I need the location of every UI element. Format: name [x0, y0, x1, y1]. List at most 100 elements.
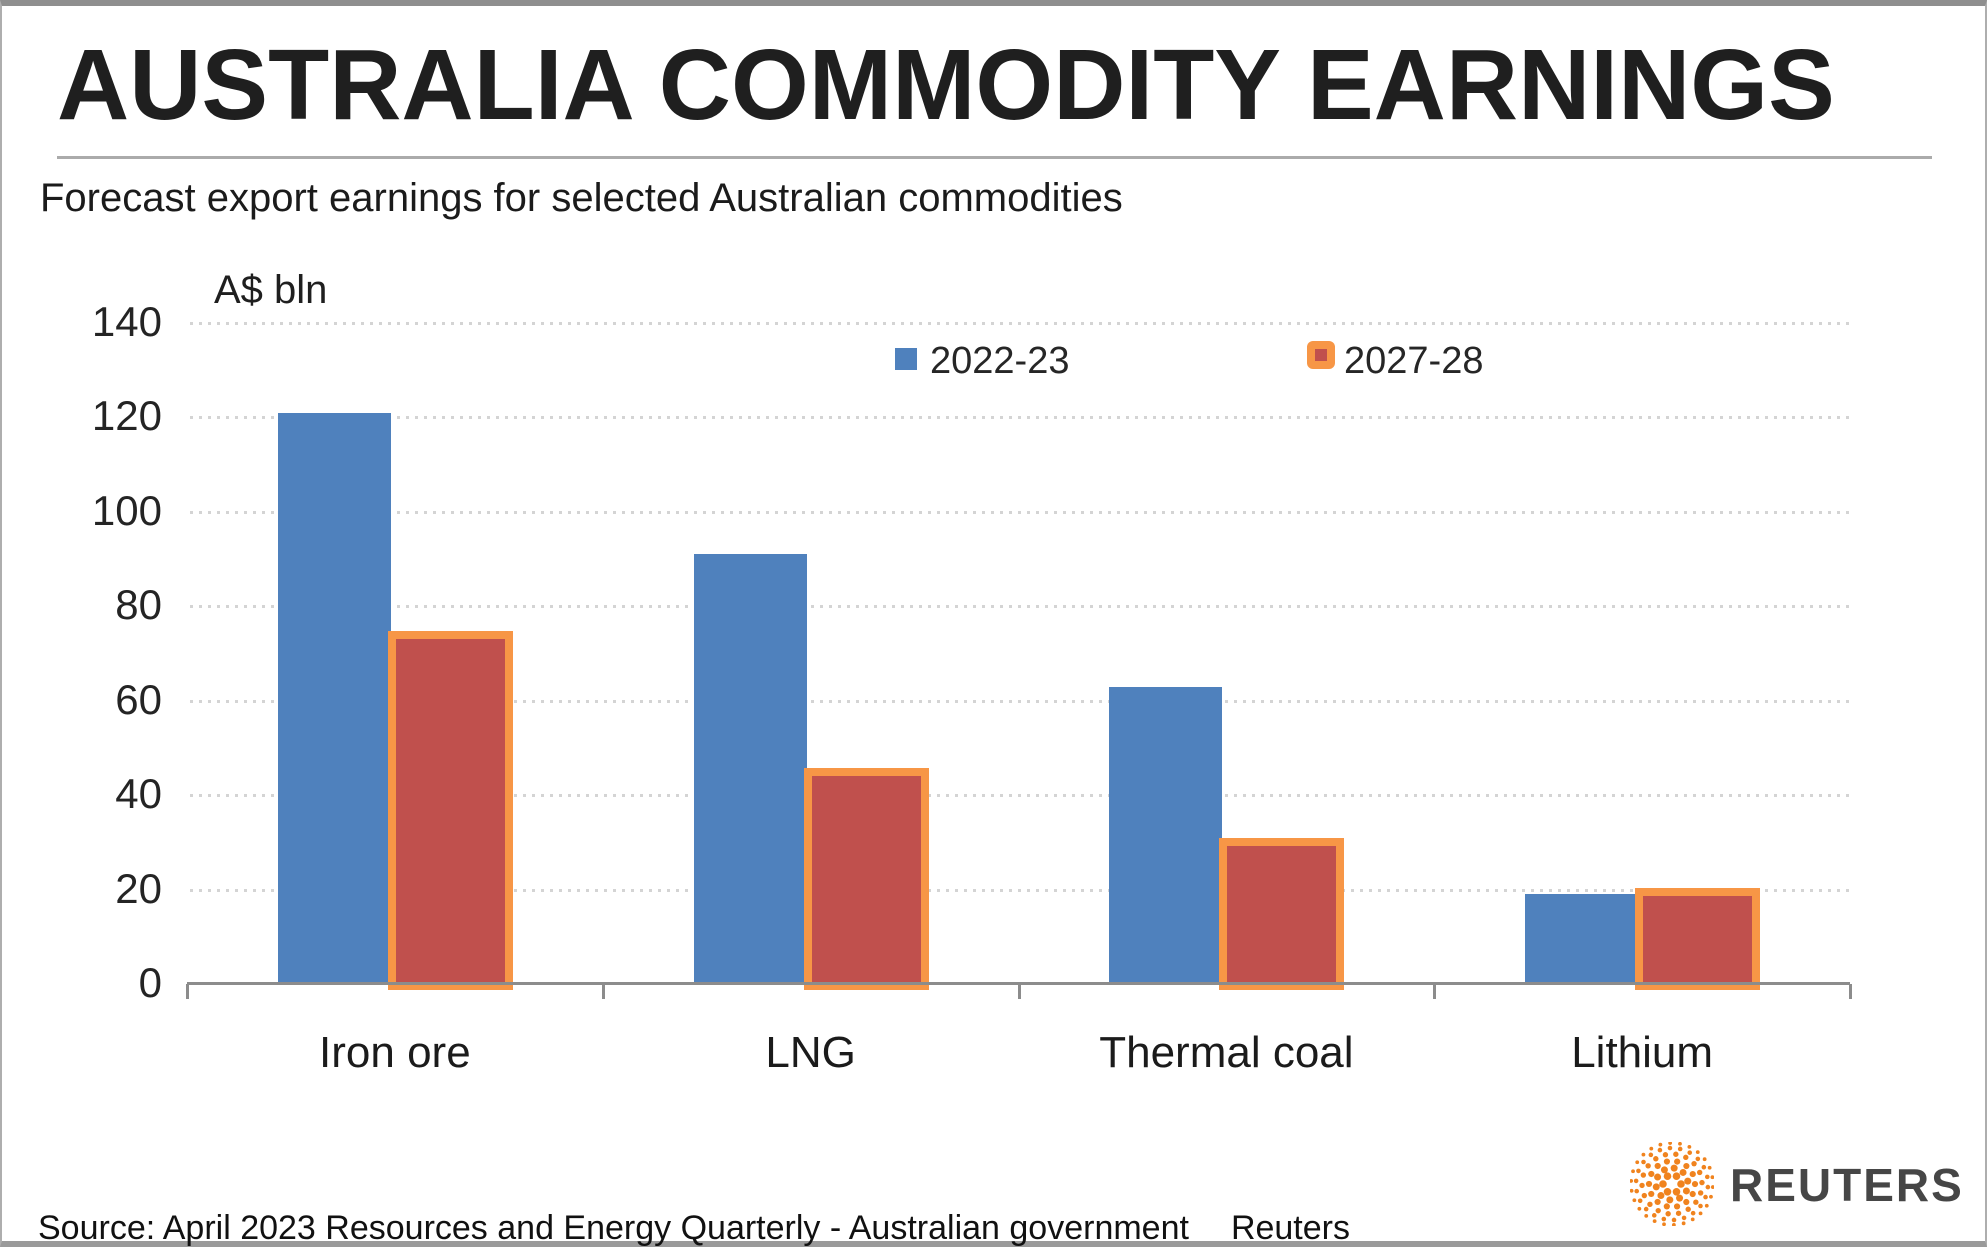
reuters-logo-dot	[1681, 1215, 1687, 1221]
reuters-logo-dot	[1655, 1207, 1661, 1214]
reuters-logo-dot	[1684, 1177, 1692, 1185]
reuters-logo-dot	[1641, 1159, 1646, 1165]
reuters-logo-dot	[1635, 1160, 1640, 1165]
legend-label-2027-28: 2027-28	[1344, 340, 1484, 382]
gridline-40	[190, 794, 1850, 798]
reuters-logo-dot	[1667, 1145, 1673, 1151]
title-divider	[57, 156, 1932, 159]
reuters-logo-dot	[1653, 1156, 1659, 1162]
y-tick-label-140: 140	[91, 298, 162, 345]
reuters-logo-dot	[1652, 1219, 1657, 1224]
reuters-logo-dot	[1645, 1163, 1651, 1169]
reuters-logo-dot	[1652, 1183, 1660, 1191]
gridline-120	[190, 416, 1850, 420]
source-line: Source: April 2023 Resources and Energy …	[38, 1209, 1350, 1247]
reuters-logo-dot	[1636, 1168, 1641, 1174]
x-axis-tick	[1433, 984, 1437, 999]
x-axis-tick	[601, 984, 605, 999]
reuters-logo-dot	[1639, 1182, 1645, 1189]
reuters-logo-dot	[1672, 1187, 1681, 1196]
reuters-logo-dot	[1704, 1174, 1710, 1180]
reuters-logo-dot	[1673, 1151, 1679, 1157]
x-axis-tick	[1849, 984, 1852, 999]
y-tick-label-0: 0	[138, 959, 162, 1006]
reuters-logo-dot	[1677, 1146, 1683, 1152]
reuters-logo-dot	[1691, 1160, 1697, 1167]
reuters-logo-dot	[1654, 1162, 1661, 1170]
reuters-logo-dot	[1647, 1201, 1653, 1208]
reuters-logo-dot	[1640, 1172, 1647, 1178]
reuters-logo-dot	[1637, 1206, 1642, 1211]
reuters-logo-dot	[1675, 1210, 1682, 1216]
reuters-logo-dot	[1707, 1165, 1712, 1170]
gridline-140	[190, 322, 1850, 325]
reuters-logo-dot	[1676, 1194, 1684, 1202]
reuters-logo-dot	[1671, 1223, 1676, 1226]
gridline-100	[190, 510, 1850, 514]
reuters-logo-dot	[1701, 1164, 1707, 1170]
reuters-logo-dot	[1710, 1185, 1714, 1189]
reuters-logo-dot	[1681, 1221, 1686, 1226]
reuters-logo-dot	[1630, 1188, 1634, 1193]
reuters-logo-dot	[1631, 1169, 1635, 1174]
reuters-logo-dot	[1665, 1211, 1671, 1217]
reuters-logo-dot	[1632, 1198, 1637, 1203]
reuters-logo-dot	[1641, 1152, 1646, 1157]
reuters-logo-dot	[1679, 1168, 1687, 1176]
reuters-logo-dot	[1663, 1172, 1672, 1181]
reuters-logo-dot	[1687, 1144, 1692, 1149]
gridline-80	[190, 605, 1850, 609]
reuters-logo-dot	[1648, 1170, 1655, 1178]
reuters-logo-dot	[1645, 1180, 1653, 1188]
reuters-logo-dot	[1663, 1158, 1671, 1165]
reuters-logo-dot	[1666, 1196, 1674, 1204]
reuters-logo-dot	[1657, 1147, 1663, 1153]
y-tick-label-80: 80	[115, 581, 162, 629]
bar-2027-28-Iron ore	[387, 630, 513, 990]
reuters-logo-dot	[1704, 1203, 1709, 1208]
reuters-logo-dot	[1691, 1180, 1699, 1188]
reuters-logo-dot	[1648, 1190, 1655, 1198]
y-tick-label-120: 120	[91, 392, 162, 440]
reuters-logo-dot	[1703, 1194, 1708, 1200]
legend-swatch-2027-28	[1307, 341, 1335, 369]
y-axis-unit-label: A$ bln	[214, 268, 328, 312]
bar-2022-23-Iron ore	[277, 412, 391, 984]
reuters-logo-dot	[1705, 1184, 1711, 1190]
y-tick-label-20: 20	[115, 864, 162, 912]
reuters-logo-dot	[1660, 1166, 1668, 1174]
bar-2022-23-Lithium	[1525, 894, 1639, 984]
reuters-logo-dot	[1668, 1142, 1673, 1145]
reuters-logo-dot	[1658, 1142, 1663, 1147]
y-tick-label-100: 100	[91, 486, 162, 534]
reuters-logo-dot	[1698, 1211, 1703, 1216]
reuters-logo-dot	[1663, 1187, 1672, 1196]
reuters-logo-dot	[1662, 1152, 1669, 1158]
reuters-logo-dot	[1683, 1154, 1689, 1161]
reuters-logo-dot	[1702, 1157, 1707, 1162]
y-tick-label-60: 60	[115, 675, 162, 723]
reuters-logo-dot	[1630, 1179, 1634, 1183]
reuters-logo-dot	[1654, 1198, 1661, 1206]
legend-swatch-inner-square	[1315, 349, 1327, 361]
reuters-logo-dot	[1663, 1203, 1670, 1210]
reuters-logo-dot	[1651, 1213, 1657, 1218]
reuters-logo-dot	[1673, 1203, 1681, 1210]
reuters-logo-dot	[1690, 1210, 1696, 1216]
reuters-logo-dot	[1654, 1173, 1662, 1181]
reuters-logo-dot	[1690, 1217, 1695, 1222]
page-title: AUSTRALIA COMMODITY EARNINGS	[57, 29, 1835, 141]
x-axis-label-Lithium: Lithium	[1571, 1028, 1714, 1077]
reuters-logo-dot	[1670, 1164, 1678, 1172]
reuters-logo-dot	[1698, 1203, 1703, 1209]
reuters-logo-dot	[1637, 1198, 1643, 1204]
reuters-logo-dot	[1649, 1146, 1654, 1151]
reuters-logo-icon	[1630, 1142, 1714, 1226]
gridline-60	[190, 699, 1850, 703]
gridline-20	[190, 888, 1850, 892]
reuters-logo-dot	[1683, 1162, 1690, 1170]
reuters-logo-dot	[1634, 1188, 1640, 1194]
bar-2027-28-Thermal coal	[1219, 838, 1345, 990]
bar-2022-23-Thermal coal	[1109, 686, 1223, 984]
